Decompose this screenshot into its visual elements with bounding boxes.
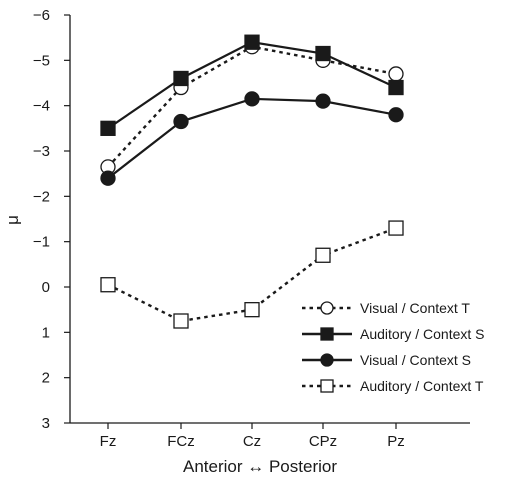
data-point: [173, 70, 189, 87]
x-axis-title: Anterior ↔ Posterior: [183, 457, 337, 476]
legend-label: Visual / Context T: [360, 300, 470, 316]
legend-marker: [320, 301, 334, 315]
data-point: [388, 66, 404, 82]
x-tick-label: Pz: [387, 433, 405, 450]
data-point: [244, 302, 260, 318]
x-tick-label: Cz: [243, 433, 261, 450]
legend-label: Auditory / Context T: [360, 378, 484, 394]
legend-item: Auditory / Context S: [302, 326, 485, 342]
y-tick-label: −2: [33, 188, 50, 205]
legend-item: Auditory / Context T: [302, 378, 484, 394]
legend-label: Auditory / Context S: [360, 326, 485, 342]
y-tick-label: −5: [33, 52, 50, 69]
y-tick-label: 1: [42, 324, 50, 341]
data-point: [315, 93, 331, 109]
series-auditory-context-s: [100, 34, 404, 136]
data-point: [173, 313, 189, 329]
y-tick-label: 0: [42, 279, 50, 296]
chart-axes: [69, 15, 470, 424]
y-tick-label: −4: [33, 98, 50, 115]
x-tick-label: CPz: [309, 433, 337, 450]
y-tick-label: −3: [33, 143, 50, 160]
data-point: [388, 79, 404, 96]
data-point: [244, 91, 260, 107]
series-layer: [100, 34, 404, 329]
y-tick-label: −1: [33, 234, 50, 251]
series-visual-context-s: [100, 91, 404, 186]
legend-label: Visual / Context S: [360, 352, 471, 368]
y-axis-ticks: 3 2 1 0 −1 −2 −3 −4 −5 −6: [33, 7, 70, 432]
series-line: [107, 41, 397, 130]
legend-marker: [320, 353, 334, 367]
legend: Visual / Context T Auditory / Context S Vi…: [302, 300, 485, 394]
y-tick-label: 2: [42, 370, 50, 387]
x-tick-label: FCz: [167, 433, 195, 450]
data-point: [388, 220, 404, 236]
data-point: [315, 45, 331, 62]
legend-marker: [320, 379, 334, 393]
data-point: [173, 113, 189, 130]
data-point: [244, 34, 260, 50]
y-tick-label: −6: [33, 7, 50, 24]
series-auditory-context-t: [100, 220, 404, 329]
y-axis-title: μ: [3, 215, 22, 225]
data-point: [315, 247, 331, 263]
data-point: [100, 120, 116, 136]
legend-item: Visual / Context T: [302, 300, 470, 316]
x-axis-ticks: Fz FCz Cz CPz Pz: [100, 423, 405, 450]
series-line: [107, 97, 397, 180]
legend-item: Visual / Context S: [302, 352, 471, 368]
x-tick-label: Fz: [100, 433, 117, 450]
data-point: [388, 107, 404, 123]
data-point: [100, 170, 116, 186]
legend-marker: [320, 327, 334, 341]
y-tick-label: 3: [42, 415, 50, 432]
data-point: [100, 277, 116, 293]
